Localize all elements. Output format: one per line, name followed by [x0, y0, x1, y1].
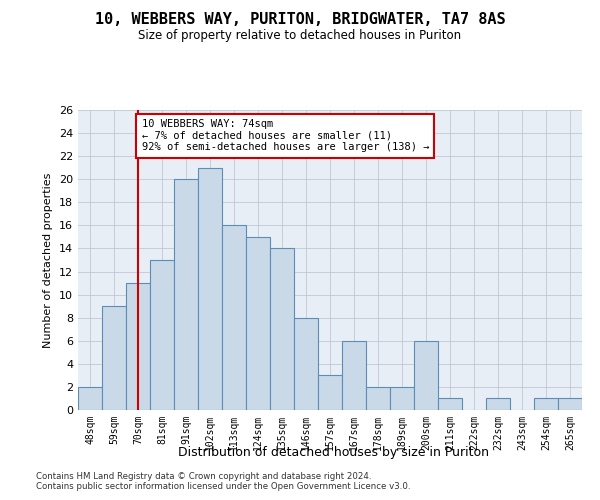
Y-axis label: Number of detached properties: Number of detached properties [43, 172, 53, 348]
Bar [390, 387, 414, 410]
Bar [318, 376, 342, 410]
Bar [102, 306, 126, 410]
Bar [342, 341, 366, 410]
Bar [294, 318, 318, 410]
Bar [414, 341, 438, 410]
Bar [246, 237, 270, 410]
Text: Contains HM Land Registry data © Crown copyright and database right 2024.: Contains HM Land Registry data © Crown c… [36, 472, 371, 481]
Bar [486, 398, 510, 410]
Bar [222, 226, 246, 410]
Text: 10 WEBBERS WAY: 74sqm
← 7% of detached houses are smaller (11)
92% of semi-detac: 10 WEBBERS WAY: 74sqm ← 7% of detached h… [142, 119, 429, 152]
Bar [78, 387, 102, 410]
Bar [438, 398, 462, 410]
Text: 10, WEBBERS WAY, PURITON, BRIDGWATER, TA7 8AS: 10, WEBBERS WAY, PURITON, BRIDGWATER, TA… [95, 12, 505, 28]
Bar [366, 387, 390, 410]
Bar [150, 260, 174, 410]
Bar [126, 283, 150, 410]
Text: Distribution of detached houses by size in Puriton: Distribution of detached houses by size … [178, 446, 488, 459]
Bar [558, 398, 582, 410]
Bar [534, 398, 558, 410]
Bar [198, 168, 222, 410]
Text: Size of property relative to detached houses in Puriton: Size of property relative to detached ho… [139, 29, 461, 42]
Text: Contains public sector information licensed under the Open Government Licence v3: Contains public sector information licen… [36, 482, 410, 491]
Bar [174, 179, 198, 410]
Bar [270, 248, 294, 410]
